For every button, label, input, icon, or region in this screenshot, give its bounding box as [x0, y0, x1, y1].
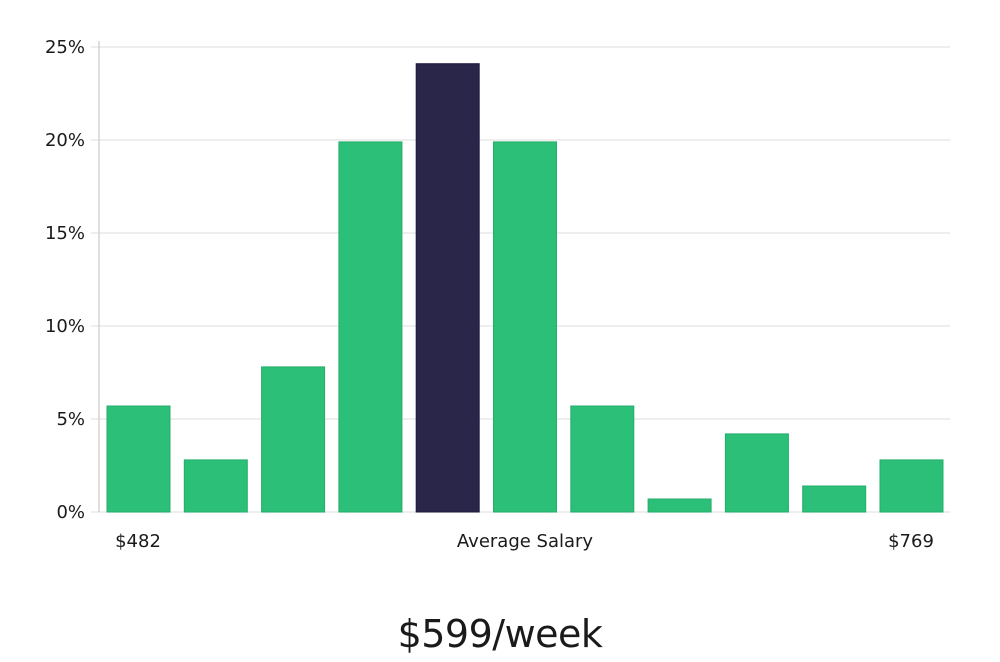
bar	[802, 485, 867, 513]
bar	[493, 141, 557, 513]
y-tick-label: 10%	[45, 316, 85, 337]
salary-histogram: 0% 5% 10% 15% 20% 25% $482 Average Salary $76…	[45, 37, 950, 552]
bar	[338, 141, 403, 513]
bar	[183, 459, 248, 513]
y-tick-label: 15%	[45, 223, 85, 244]
x-center-label: Average Salary	[457, 531, 594, 552]
bars	[106, 63, 944, 513]
bar	[570, 405, 635, 513]
y-axis-tick-labels: 0% 5% 10% 15% 20% 25%	[45, 37, 85, 523]
y-tick-label: 20%	[45, 130, 85, 151]
y-tick-label: 25%	[45, 37, 85, 58]
average-salary-headline: $599/week	[397, 612, 603, 656]
bar	[261, 366, 326, 513]
bar	[879, 459, 944, 513]
x-min-label: $482	[115, 531, 161, 552]
y-tick-label: 0%	[56, 502, 85, 523]
bar	[647, 498, 712, 513]
bar	[724, 433, 789, 513]
y-tick-label: 5%	[56, 409, 85, 430]
bar-average-highlight	[415, 63, 480, 513]
bar	[106, 405, 171, 513]
x-max-label: $769	[888, 531, 934, 552]
